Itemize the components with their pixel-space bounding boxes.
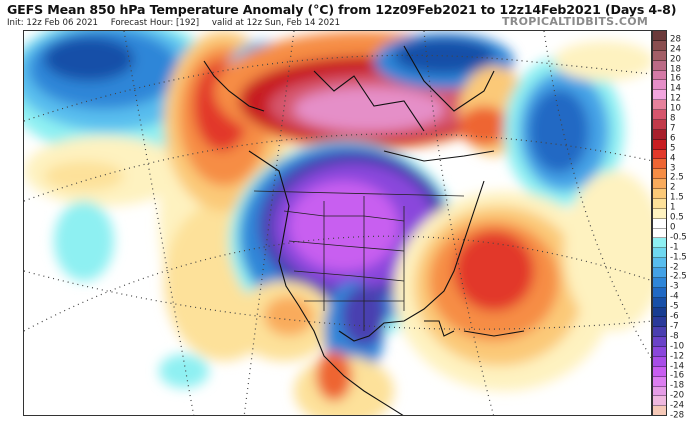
colorbar-label: 5 [670,143,676,154]
colorbar-label: -14 [670,361,685,372]
colorbar-swatch [653,386,666,397]
colorbar-label: 12 [670,93,681,104]
colorbar-label: 7 [670,123,676,134]
brand-watermark: TROPICALTIDBITS.COM [502,15,649,28]
chart-title: GEFS Mean 850 hPa Temperature Anomaly (°… [7,2,677,17]
colorbar-swatch [653,268,666,278]
colorbar-swatch [653,40,666,51]
colorbar-label: -1.5 [670,252,687,263]
colorbar-label: 8 [670,113,676,124]
colorbar-swatch [653,60,666,71]
colorbar-label: -5 [670,301,679,312]
colorbar-label: 3 [670,163,676,174]
forecast-hour: Forecast Hour: [192] [110,18,200,28]
colorbar-label: -2.5 [670,272,687,283]
colorbar-swatch [653,406,666,416]
colorbar-label: -0.5 [670,232,687,243]
colorbar-label: 20 [670,54,681,65]
coastlines [203,45,525,415]
colorbar-label: -10 [670,341,685,352]
colorbar-label: 6 [670,133,676,144]
colorbar-label: 0 [670,222,676,233]
colorbar-label: -3 [670,282,679,293]
colorbar-label: -8 [670,331,679,342]
colorbar-swatch [653,317,666,328]
colorbar-label: 16 [670,74,681,85]
valid-time: valid at 12z Sun, Feb 14 2021 [211,18,341,28]
colorbar-swatch [653,287,666,298]
colorbar-swatch [653,31,666,41]
colorbar-swatch [653,218,666,229]
colorbar-label: 1.5 [670,192,684,203]
colorbar-swatch [653,337,666,347]
colorbar-label: 2.5 [670,173,684,184]
colorbar-swatch [653,70,666,81]
colorbar-swatch [653,50,666,61]
colorbar-label: -2 [670,262,679,273]
colorbar-label: 24 [670,44,681,55]
colorbar-swatch [653,307,666,318]
colorbar-swatch [653,119,666,130]
colorbar-swatch [653,297,666,308]
colorbar-label: 10 [670,103,681,114]
colorbar-label: 28 [670,34,681,45]
graticule [24,31,651,415]
colorbar-swatch [653,208,666,219]
colorbar-swatch [653,258,666,268]
colorbar-label: -24 [670,400,685,411]
colorbar-swatch [653,376,666,387]
colorbar-swatch [653,139,666,150]
colorbar [652,30,667,416]
colorbar-swatch [653,198,666,209]
subtitle: Init: 12z Feb 06 2021 Forecast Hour: [19… [7,18,350,28]
colorbar-label: -4 [670,291,679,302]
colorbar-swatch [653,100,666,110]
colorbar-label: -18 [670,381,685,391]
colorbar-label: 2 [670,183,676,194]
anomaly-map [23,30,652,416]
colorbar-swatch [653,80,666,91]
colorbar-swatch [653,327,666,338]
colorbar-label: -20 [670,390,685,401]
colorbar-label: 1 [670,202,676,213]
colorbar-swatch [653,189,666,199]
colorbar-labels: 28 24 20 18 16 14 12 10 8 7 6 5 4 3 2.5 2 1.5 1 0.5 0 -0.5 -1… [670,30,690,419]
colorbar-swatch [653,347,666,357]
colorbar-label: -6 [670,311,679,322]
colorbar-swatch [653,238,666,249]
colorbar-label: 18 [670,64,681,75]
colorbar-swatch [653,356,666,367]
political-borders [253,190,465,331]
colorbar-swatch [653,159,666,170]
colorbar-swatch [653,179,666,189]
colorbar-swatch [653,366,666,377]
colorbar-swatch [653,248,666,259]
colorbar-label: -7 [670,321,679,332]
colorbar-swatch [653,228,666,239]
colorbar-swatch [653,277,666,288]
colorbar-swatch [653,396,666,407]
colorbar-swatch [653,110,666,120]
colorbar-label: -16 [670,371,685,382]
colorbar-label: 0.5 [670,212,684,223]
colorbar-label: -28 [670,410,685,421]
colorbar-swatch [653,129,666,140]
colorbar-swatch [653,169,666,180]
colorbar-swatch [653,90,666,101]
colorbar-label: -1 [670,242,679,253]
colorbar-label: -12 [670,351,685,362]
colorbar-swatch [653,149,666,160]
init-time: Init: 12z Feb 06 2021 [7,18,99,28]
colorbar-label: 4 [670,153,676,164]
colorbar-label: 14 [670,84,681,95]
